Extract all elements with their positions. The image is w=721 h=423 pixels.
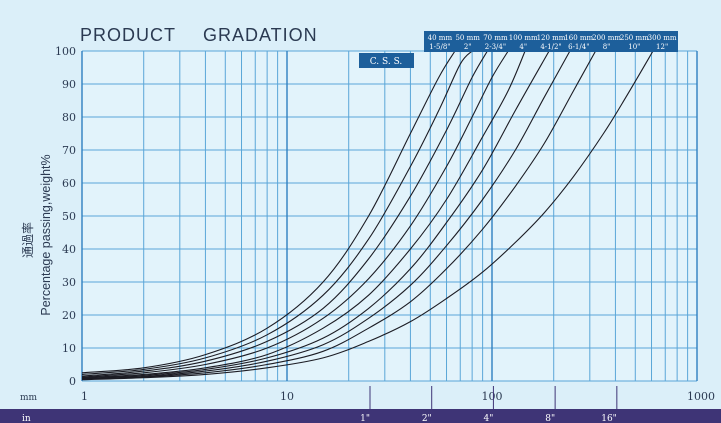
y-tick-label: 40 <box>62 243 76 256</box>
css-label: C. S. S. <box>370 57 403 67</box>
gradation-curve <box>81 50 473 375</box>
header-size-mm: 70 mm <box>483 34 508 42</box>
inch-tick-label: 1" <box>360 414 370 423</box>
inch-tick-label: 4" <box>484 414 494 423</box>
y-tick-label: 90 <box>62 78 76 91</box>
header-size-mm: 50 mm <box>455 34 480 42</box>
y-tick-label: 70 <box>62 144 76 157</box>
chart-title: PRODUCT <box>80 25 176 45</box>
header-size-in: 2-3/4" <box>485 43 506 51</box>
header-size-mm: 300 mm <box>648 34 677 42</box>
y-tick-label: 30 <box>62 276 76 289</box>
gradation-curve <box>81 50 597 380</box>
inch-tick-label: 16" <box>601 414 617 423</box>
gradation-curve <box>81 50 456 374</box>
header-size-in: 10" <box>628 43 640 51</box>
css-badge: C. S. S. <box>359 53 414 68</box>
header-size-mm: 200 mm <box>592 34 621 42</box>
y-tick-label: 50 <box>62 210 76 223</box>
header-size-in: 4" <box>519 43 527 51</box>
header-size-in: 12" <box>656 43 668 51</box>
y-tick-label: 0 <box>69 375 76 388</box>
inch-tick-label: 2" <box>422 414 432 423</box>
y-tick-label: 80 <box>62 111 76 124</box>
size-header-bg <box>424 31 678 52</box>
gradation-curve <box>81 50 654 381</box>
header-size-mm: 250 mm <box>620 34 649 42</box>
header-size-mm: 40 mm <box>428 34 453 42</box>
y-tick-label: 10 <box>62 342 76 355</box>
y-axis-label: Percentage passing,weight% <box>39 154 53 315</box>
header-size-in: 2" <box>464 43 472 51</box>
css-badge-bg <box>359 53 414 68</box>
x-unit-label: mm <box>20 393 38 403</box>
chart-subtitle: GRADATION <box>203 25 318 45</box>
inch-unit-label: in <box>22 414 31 423</box>
grid <box>81 50 698 382</box>
inch-tick-label: 8" <box>545 414 555 423</box>
header-size-in: 4-1/2" <box>540 43 561 51</box>
header-size-in: 8" <box>603 43 611 51</box>
gradation-curve <box>81 50 526 379</box>
y-tick-label: 60 <box>62 177 76 190</box>
header-size-in: 1-5/8" <box>429 43 450 51</box>
y-axis-label-cn: 通過率 <box>20 222 35 258</box>
header-size-mm: 160 mm <box>564 34 593 42</box>
inch-axis-bar <box>0 409 721 423</box>
x-tick-label: 1 <box>81 390 88 403</box>
inch-axis: in 1" 2" 4" 8" 16" <box>22 386 618 423</box>
gradation-curve <box>81 50 571 380</box>
gradation-curves <box>81 50 654 381</box>
x-tick-label: 100 <box>482 390 503 403</box>
header-size-mm: 100 mm <box>509 34 538 42</box>
gradation-curve <box>81 50 488 377</box>
y-tick-label: 100 <box>55 45 76 58</box>
x-tick-label: 1000 <box>687 390 715 403</box>
header-size-in: 6-1/4" <box>568 43 589 51</box>
gradation-curve <box>81 50 509 378</box>
header-size-mm: 120 mm <box>537 34 566 42</box>
size-header-strip: 40 mm1-5/8" 50 mm2" 70 mm2-3/4"100 mm4" 120… <box>424 31 678 52</box>
x-tick-label: 10 <box>280 390 294 403</box>
gradation-curve <box>81 50 550 379</box>
y-tick-label: 20 <box>62 309 76 322</box>
